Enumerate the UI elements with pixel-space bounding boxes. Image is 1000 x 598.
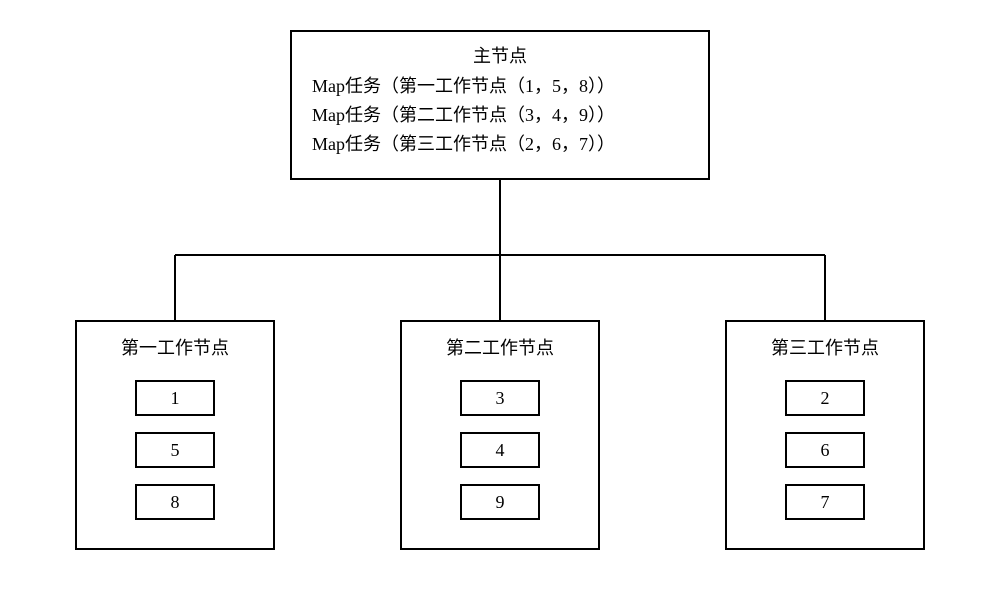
worker-3-block-1: 2 [785, 380, 865, 416]
worker-node-1-title: 第一工作节点 [121, 334, 229, 360]
master-task-line-2: Map任务（第二工作节点（3，4，9）） [312, 101, 688, 130]
worker-2-block-3: 9 [460, 484, 540, 520]
worker-node-3-title: 第三工作节点 [771, 334, 879, 360]
worker-node-1: 第一工作节点 1 5 8 [75, 320, 275, 550]
master-task-line-1: Map任务（第一工作节点（1，5，8）） [312, 72, 688, 101]
master-node: 主节点 Map任务（第一工作节点（1，5，8）） Map任务（第二工作节点（3，… [290, 30, 710, 180]
worker-1-block-2: 5 [135, 432, 215, 468]
worker-3-block-3: 7 [785, 484, 865, 520]
worker-node-3: 第三工作节点 2 6 7 [725, 320, 925, 550]
master-task-line-3: Map任务（第三工作节点（2，6，7）） [312, 130, 688, 159]
master-node-title: 主节点 [312, 42, 688, 68]
worker-2-block-2: 4 [460, 432, 540, 468]
worker-node-2: 第二工作节点 3 4 9 [400, 320, 600, 550]
worker-3-block-2: 6 [785, 432, 865, 468]
worker-1-block-1: 1 [135, 380, 215, 416]
worker-node-2-title: 第二工作节点 [446, 334, 554, 360]
worker-1-block-3: 8 [135, 484, 215, 520]
worker-2-block-1: 3 [460, 380, 540, 416]
